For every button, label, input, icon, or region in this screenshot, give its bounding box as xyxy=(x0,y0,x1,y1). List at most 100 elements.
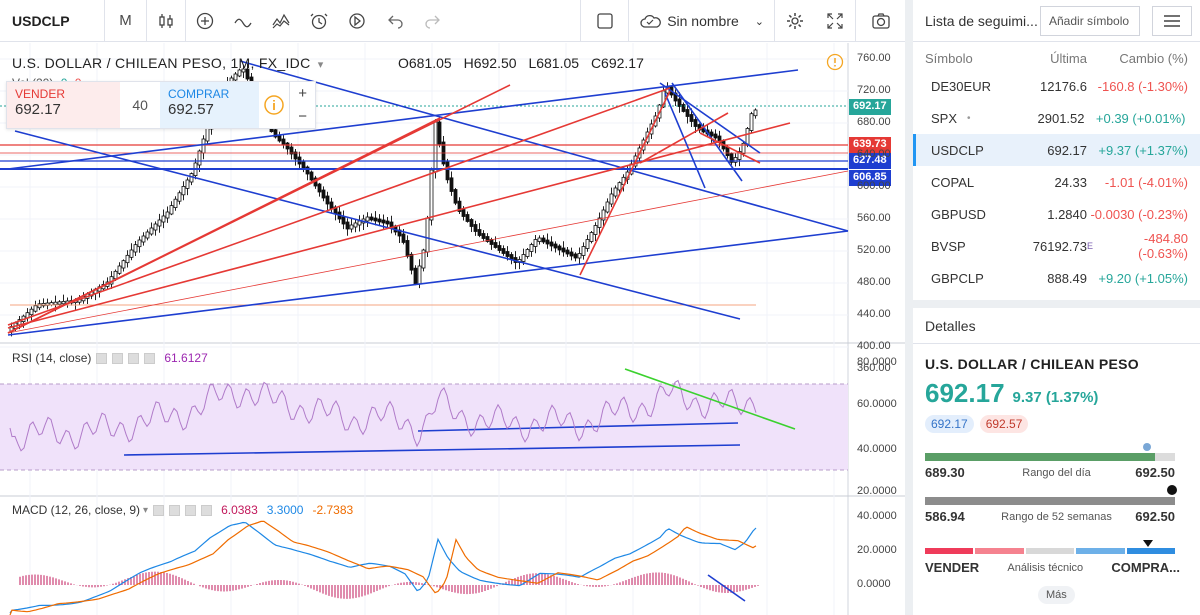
add-indicator-icon[interactable] xyxy=(186,0,224,42)
watchlist-row-gbpusd[interactable]: GBPUSD 1.2840 -0.0030 (-0.23%) xyxy=(913,198,1200,230)
details-symbol-name: U.S. DOLLAR / CHILEAN PESO xyxy=(925,356,1139,372)
top-toolbar: USDCLP M xyxy=(0,0,905,42)
buy-price: 692.57 xyxy=(168,101,214,118)
sidebar-divider[interactable] xyxy=(905,0,913,615)
candle-body xyxy=(593,225,598,235)
watchlist-row-gbpclp[interactable]: GBPCLP 888.49 +9.20 (+1.05%) xyxy=(913,262,1200,294)
candle-body xyxy=(273,129,278,138)
trade-panel: VENDER 692.17 40 COMPRAR 692.57 + − xyxy=(6,81,316,129)
col-change[interactable]: Cambio (%) xyxy=(1119,50,1188,66)
bid-ask-badges: 692.17 692.57 xyxy=(913,409,1200,439)
watchlist-row-copal[interactable]: COPAL 24.33 -1.01 (-4.01%) xyxy=(913,166,1200,198)
52wk-range-label: Rango de 52 semanas xyxy=(1001,511,1112,523)
line-chart-icon[interactable] xyxy=(224,0,262,42)
more-icon[interactable] xyxy=(144,352,156,364)
settings-icon[interactable] xyxy=(112,352,124,364)
candle-body xyxy=(677,98,682,107)
trendline-red xyxy=(7,117,441,334)
info-icon[interactable] xyxy=(259,82,289,128)
watchlist-row-de30eur[interactable]: DE30EUR 12176.6 -160.8 (-1.30%) xyxy=(913,70,1200,102)
candle-body xyxy=(689,114,694,122)
menu-icon[interactable] xyxy=(1152,5,1192,36)
candle-body xyxy=(345,221,350,230)
price-axis-tick: 680.00 xyxy=(857,116,891,128)
candle-body xyxy=(457,200,462,212)
trendline-blue xyxy=(664,92,706,189)
col-symbol[interactable]: Símbolo xyxy=(925,50,973,66)
candle-body xyxy=(553,243,558,249)
watchlist-row-spx[interactable]: SPX • 2901.52 +0.39 (+0.01%) xyxy=(913,102,1200,134)
watchlist-change: -160.8 (-1.30%) xyxy=(1097,78,1188,94)
trendline-blue xyxy=(417,422,739,432)
candle-body xyxy=(341,216,346,225)
gear-icon[interactable] xyxy=(775,0,815,42)
minus-icon[interactable]: − xyxy=(298,108,307,125)
add-symbol-input[interactable]: Añadir símbolo xyxy=(1040,5,1140,36)
watchlist-title[interactable]: Lista de seguimi... xyxy=(925,12,1038,29)
symbol-search[interactable]: USDCLP xyxy=(0,0,105,42)
undo-icon[interactable] xyxy=(376,0,414,42)
candle-body xyxy=(429,169,434,221)
chevron-down-icon[interactable]: ▾ xyxy=(143,504,149,516)
chart-legend-title: U.S. DOLLAR / CHILEAN PESO, 1M, FX_IDC ▾ xyxy=(12,55,324,71)
buy-button[interactable]: COMPRAR 692.57 xyxy=(160,82,260,128)
watchlist-row-usdclp[interactable]: USDCLP 692.17 +9.37 (+1.37%) xyxy=(913,134,1200,166)
replay-icon[interactable] xyxy=(338,0,376,42)
trendline-blue xyxy=(123,444,741,456)
eye-icon[interactable] xyxy=(96,352,108,364)
chevron-down-icon[interactable]: ▾ xyxy=(317,59,324,71)
candle-body xyxy=(245,68,250,80)
watchlist-rows: DE30EUR 12176.6 -160.8 (-1.30%) SPX • 2901.52… xyxy=(913,70,1200,294)
candle-body xyxy=(33,305,38,312)
watchlist-symbol: USDCLP xyxy=(931,142,984,158)
last-price-tag: 692.17 xyxy=(849,99,891,115)
ohlc-low: L681.05 xyxy=(528,55,580,71)
settings-icon[interactable] xyxy=(169,504,181,516)
trendline-red xyxy=(579,90,671,276)
52wk-low: 586.94 xyxy=(925,509,965,524)
eye-icon[interactable] xyxy=(153,504,165,516)
candle-body xyxy=(585,239,590,249)
watchlist-row-bvsp[interactable]: BVSP 76192.73 E -484.80 (-0.63%) xyxy=(913,230,1200,262)
layout-selector[interactable]: Sin nombre ⌄ xyxy=(628,0,775,42)
more-icon[interactable] xyxy=(201,504,213,516)
watchlist-last: 2901.52 xyxy=(1037,110,1085,126)
ask-badge: 692.57 xyxy=(979,415,1029,433)
close-icon[interactable] xyxy=(185,504,197,516)
compare-icon[interactable] xyxy=(262,0,300,42)
trendline-red xyxy=(639,112,729,164)
macd-trendline-blue xyxy=(707,574,746,602)
watchlist-last: 76192.73 xyxy=(1032,238,1087,254)
fullscreen-icon[interactable] xyxy=(815,0,855,42)
price-axis-tick: 400.00 xyxy=(857,340,891,352)
alert-clock-icon[interactable] xyxy=(300,0,338,42)
plus-icon[interactable]: + xyxy=(298,85,307,102)
chart-area[interactable]: U.S. DOLLAR / CHILEAN PESO, 1M, FX_IDC ▾… xyxy=(0,43,905,615)
candle-body xyxy=(425,217,430,253)
52wk-range-marker xyxy=(1167,485,1177,495)
sell-button[interactable]: VENDER 692.17 xyxy=(7,82,121,128)
alert-icon[interactable] xyxy=(826,53,844,74)
price-tag-blue-2: 606.85 xyxy=(849,170,891,186)
candle-body xyxy=(153,223,158,231)
tech-analysis-label[interactable]: Análisis técnico xyxy=(1007,561,1084,574)
macd-title: MACD (12, 26, close, 9) xyxy=(12,503,141,517)
price-chart-canvas[interactable] xyxy=(0,43,905,615)
camera-icon[interactable] xyxy=(855,0,905,42)
close-icon[interactable] xyxy=(128,352,140,364)
square-icon[interactable] xyxy=(580,0,628,42)
col-last[interactable]: Última xyxy=(1050,50,1087,66)
candle-body xyxy=(681,104,686,112)
bid-badge: 692.17 xyxy=(925,415,974,433)
candle-body xyxy=(501,248,506,254)
price-axis-tick: 520.00 xyxy=(857,244,891,256)
more-button[interactable]: Más xyxy=(1038,586,1075,604)
redo-icon[interactable] xyxy=(414,0,452,42)
candle-body xyxy=(733,157,738,163)
candle-body xyxy=(413,267,418,285)
details-header[interactable]: Detalles xyxy=(913,308,1200,344)
candle-body xyxy=(609,193,614,205)
candles-icon[interactable] xyxy=(147,0,185,42)
interval-button[interactable]: M xyxy=(105,0,147,42)
candle-body xyxy=(537,237,542,242)
